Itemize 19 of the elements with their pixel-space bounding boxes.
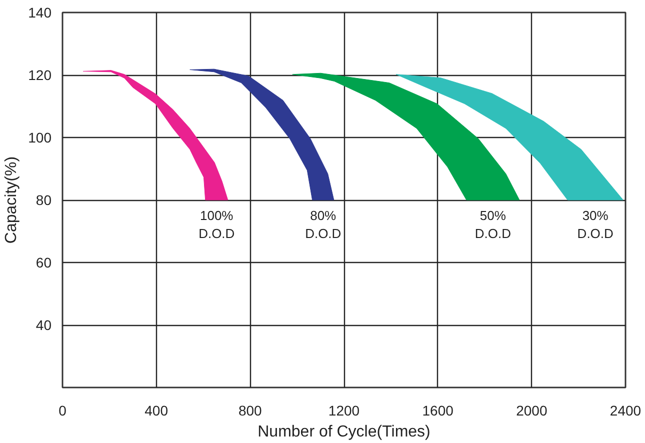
- series-label: 100% D.O.D: [198, 208, 235, 241]
- y-tick-label: 60: [36, 254, 52, 270]
- y-axis-title: Capacity(%): [3, 156, 20, 244]
- x-tick-label: 800: [238, 402, 262, 418]
- y-tick-label: 140: [28, 4, 52, 20]
- x-tick-label: 1200: [328, 402, 360, 418]
- series-label: 80% D.O.D: [305, 208, 342, 241]
- y-tick-label: 80: [36, 192, 52, 208]
- y-tick-label: 40: [36, 317, 52, 333]
- x-axis-title: Number of Cycle(Times): [258, 424, 430, 440]
- y-tick-label: 120: [28, 67, 52, 83]
- x-tick-label: 2000: [516, 402, 548, 418]
- x-tick-label: 1600: [422, 402, 454, 418]
- series-label: 50% D.O.D: [474, 208, 512, 241]
- x-tick-label: 2400: [610, 402, 642, 418]
- x-tick-label: 400: [144, 402, 168, 418]
- y-tick-label: 100: [28, 130, 52, 146]
- series-label: 30% D.O.D: [577, 208, 614, 241]
- x-tick-label: 0: [58, 402, 67, 418]
